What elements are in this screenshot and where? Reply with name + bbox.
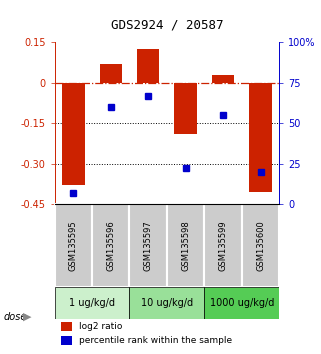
Bar [92, 204, 129, 287]
Bar [204, 204, 242, 287]
Bar [242, 204, 279, 287]
Text: GSM135599: GSM135599 [219, 220, 228, 271]
Bar [61, 336, 72, 345]
Text: percentile rank within the sample: percentile rank within the sample [79, 336, 232, 346]
Bar [174, 83, 197, 134]
Text: GSM135597: GSM135597 [144, 220, 153, 271]
Bar [129, 204, 167, 287]
Bar [249, 83, 272, 192]
Bar [62, 83, 84, 185]
Text: GSM135595: GSM135595 [69, 220, 78, 271]
Bar [212, 75, 234, 83]
Text: GDS2924 / 20587: GDS2924 / 20587 [111, 19, 223, 32]
Bar [61, 322, 72, 331]
Text: GSM135596: GSM135596 [106, 220, 115, 271]
Bar [137, 49, 160, 83]
Bar [167, 204, 204, 287]
Text: 1 ug/kg/d: 1 ug/kg/d [69, 298, 115, 308]
Bar [100, 64, 122, 83]
Bar [129, 287, 204, 319]
Bar [55, 287, 129, 319]
Text: 10 ug/kg/d: 10 ug/kg/d [141, 298, 193, 308]
Text: ▶: ▶ [23, 312, 31, 322]
Text: GSM135600: GSM135600 [256, 220, 265, 271]
Bar [204, 287, 279, 319]
Text: 1000 ug/kg/d: 1000 ug/kg/d [210, 298, 274, 308]
Text: dose: dose [3, 312, 27, 322]
Text: log2 ratio: log2 ratio [79, 322, 123, 331]
Bar [55, 204, 92, 287]
Text: GSM135598: GSM135598 [181, 220, 190, 271]
